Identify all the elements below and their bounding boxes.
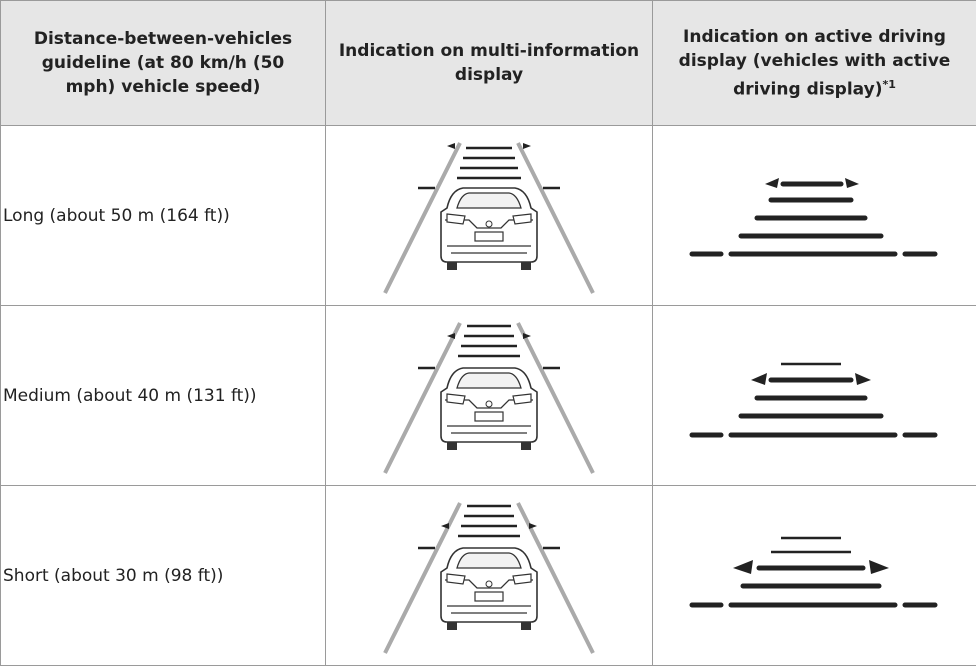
header-row: Distance-between-vehicles guideline (at …: [0, 0, 976, 126]
row: Long (about 50 m (164 ft)): [0, 125, 976, 306]
column-header: Indication on active driving display (ve…: [652, 0, 976, 126]
row: Medium (about 40 m (131 ft)): [0, 305, 976, 486]
active-illustration: [652, 125, 976, 306]
active-illustration: [652, 485, 976, 666]
row-label: Long (about 50 m (164 ft)): [0, 125, 326, 306]
active-illustration: [652, 305, 976, 486]
column-header-text: Indication on active driving display (ve…: [678, 26, 951, 100]
row-label: Short (about 30 m (98 ft)): [0, 485, 326, 666]
column-header: Distance-between-vehicles guideline (at …: [0, 0, 326, 126]
row-label: Medium (about 40 m (131 ft)): [0, 305, 326, 486]
active-graphic: [689, 178, 937, 257]
mid-illustration: [325, 125, 653, 306]
mid-illustration: [325, 485, 653, 666]
active-graphic: [689, 362, 937, 438]
mid-graphic: [383, 141, 595, 295]
mid-illustration: [325, 305, 653, 486]
mid-graphic: [383, 501, 595, 655]
mid-graphic: [383, 321, 595, 475]
row: Short (about 30 m (98 ft)): [0, 485, 976, 666]
active-graphic: [689, 536, 937, 608]
column-header: Indication on multi-information display: [325, 0, 653, 126]
footnote-mark: *1: [882, 77, 896, 91]
